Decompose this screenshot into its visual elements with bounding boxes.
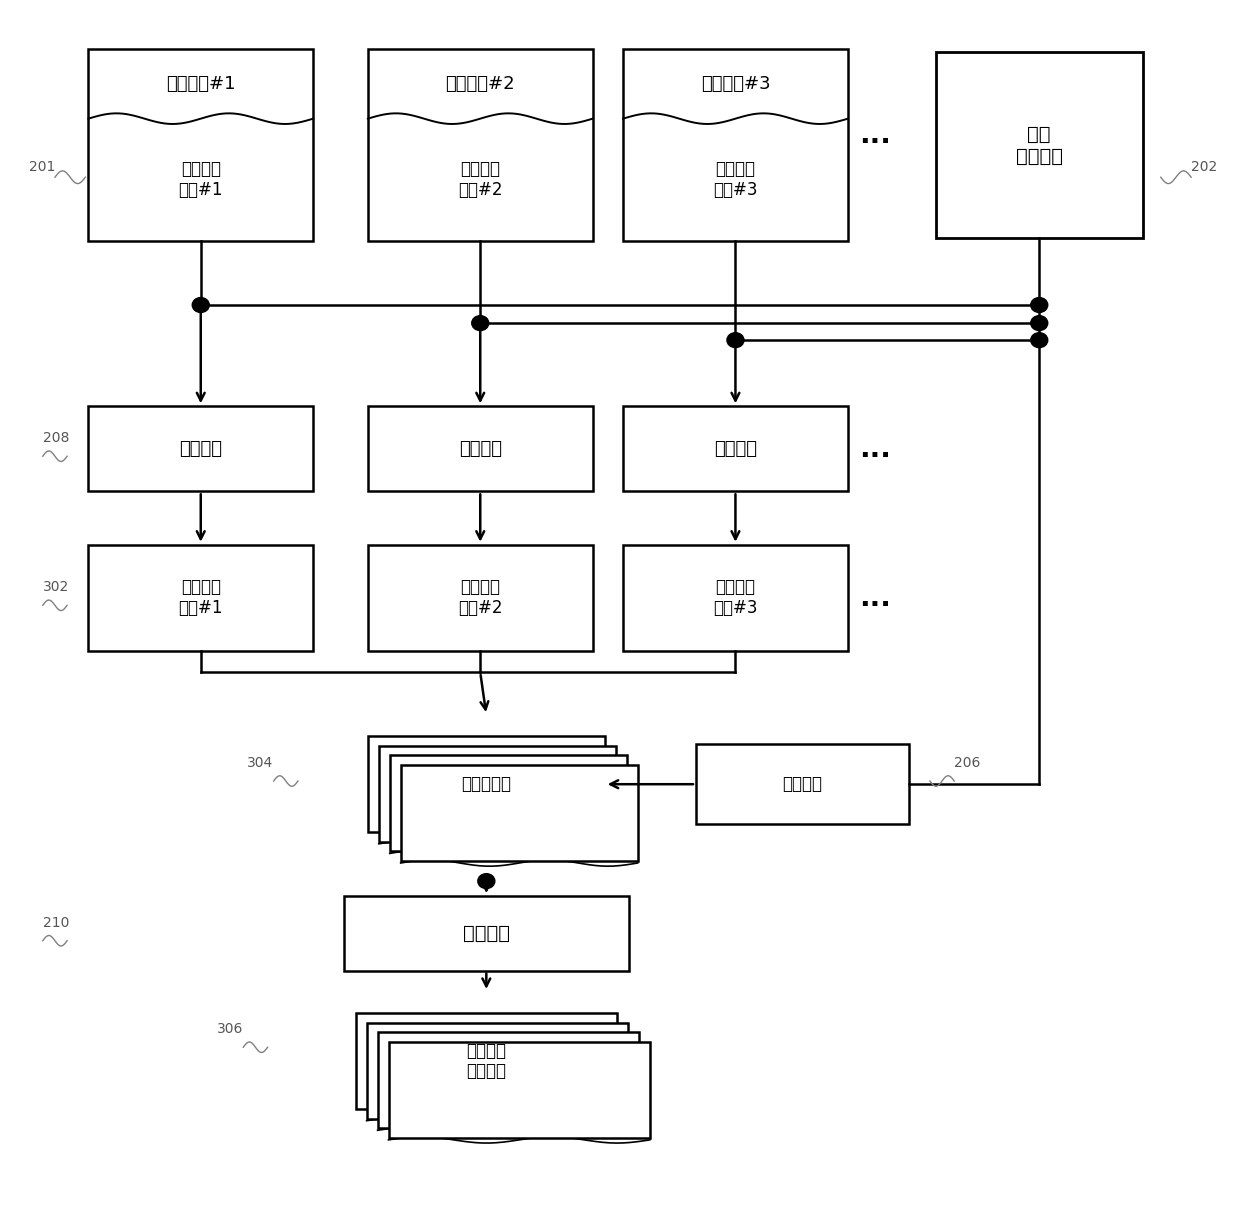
Text: 304: 304 bbox=[248, 756, 274, 770]
FancyBboxPatch shape bbox=[696, 745, 909, 824]
Text: 202: 202 bbox=[1192, 159, 1218, 174]
FancyBboxPatch shape bbox=[401, 765, 637, 860]
Text: 分层顺序: 分层顺序 bbox=[782, 775, 822, 793]
FancyBboxPatch shape bbox=[356, 1013, 618, 1109]
FancyBboxPatch shape bbox=[343, 896, 629, 971]
FancyBboxPatch shape bbox=[367, 1022, 627, 1118]
Text: 206: 206 bbox=[954, 756, 981, 770]
FancyBboxPatch shape bbox=[936, 52, 1142, 239]
Text: ...: ... bbox=[859, 120, 892, 148]
Circle shape bbox=[471, 315, 489, 331]
Text: 衣服分层: 衣服分层 bbox=[463, 924, 510, 943]
FancyBboxPatch shape bbox=[622, 50, 848, 241]
Text: 经变形的
衣服#3: 经变形的 衣服#3 bbox=[713, 578, 758, 617]
Text: 210: 210 bbox=[42, 915, 69, 930]
Circle shape bbox=[477, 874, 495, 888]
Text: 衣服变形: 衣服变形 bbox=[180, 439, 222, 458]
Text: 衣服网格#3: 衣服网格#3 bbox=[701, 75, 770, 92]
FancyBboxPatch shape bbox=[368, 406, 593, 492]
FancyBboxPatch shape bbox=[378, 746, 616, 842]
Text: 目标
人体网格: 目标 人体网格 bbox=[1016, 125, 1063, 166]
Circle shape bbox=[1030, 332, 1048, 348]
Text: ...: ... bbox=[859, 584, 892, 612]
FancyBboxPatch shape bbox=[622, 545, 848, 651]
Text: 201: 201 bbox=[29, 159, 55, 174]
FancyBboxPatch shape bbox=[622, 406, 848, 492]
Text: 经变形的
衣服#2: 经变形的 衣服#2 bbox=[458, 578, 502, 617]
Text: 经修放的
衣服网格: 经修放的 衣服网格 bbox=[466, 1042, 506, 1081]
Text: 208: 208 bbox=[42, 431, 69, 445]
Text: 模板人体
网格#1: 模板人体 网格#1 bbox=[179, 161, 223, 200]
Text: 衣服变形: 衣服变形 bbox=[459, 439, 502, 458]
FancyBboxPatch shape bbox=[368, 736, 605, 832]
Text: 衣服网格层: 衣服网格层 bbox=[461, 775, 511, 793]
Text: 衣服网格#1: 衣服网格#1 bbox=[166, 75, 236, 92]
FancyBboxPatch shape bbox=[88, 545, 314, 651]
FancyBboxPatch shape bbox=[368, 50, 593, 241]
FancyBboxPatch shape bbox=[88, 406, 314, 492]
FancyBboxPatch shape bbox=[377, 1032, 639, 1128]
Text: 302: 302 bbox=[42, 581, 69, 594]
Text: ...: ... bbox=[859, 434, 892, 462]
Circle shape bbox=[192, 298, 210, 313]
FancyBboxPatch shape bbox=[368, 545, 593, 651]
FancyBboxPatch shape bbox=[88, 50, 314, 241]
Text: 衣服变形: 衣服变形 bbox=[714, 439, 756, 458]
FancyBboxPatch shape bbox=[389, 756, 626, 852]
Text: 模板人体
网格#3: 模板人体 网格#3 bbox=[713, 161, 758, 200]
Circle shape bbox=[727, 332, 744, 348]
Circle shape bbox=[1030, 315, 1048, 331]
Text: 模板人体
网格#2: 模板人体 网格#2 bbox=[458, 161, 502, 200]
FancyBboxPatch shape bbox=[388, 1042, 650, 1138]
Text: 衣服网格#2: 衣服网格#2 bbox=[445, 75, 515, 92]
Circle shape bbox=[1030, 298, 1048, 313]
Text: 306: 306 bbox=[217, 1022, 243, 1036]
Text: 经变形的
衣服#1: 经变形的 衣服#1 bbox=[179, 578, 223, 617]
